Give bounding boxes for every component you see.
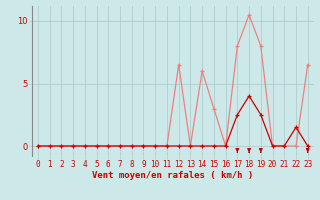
X-axis label: Vent moyen/en rafales ( km/h ): Vent moyen/en rafales ( km/h )	[92, 171, 253, 180]
